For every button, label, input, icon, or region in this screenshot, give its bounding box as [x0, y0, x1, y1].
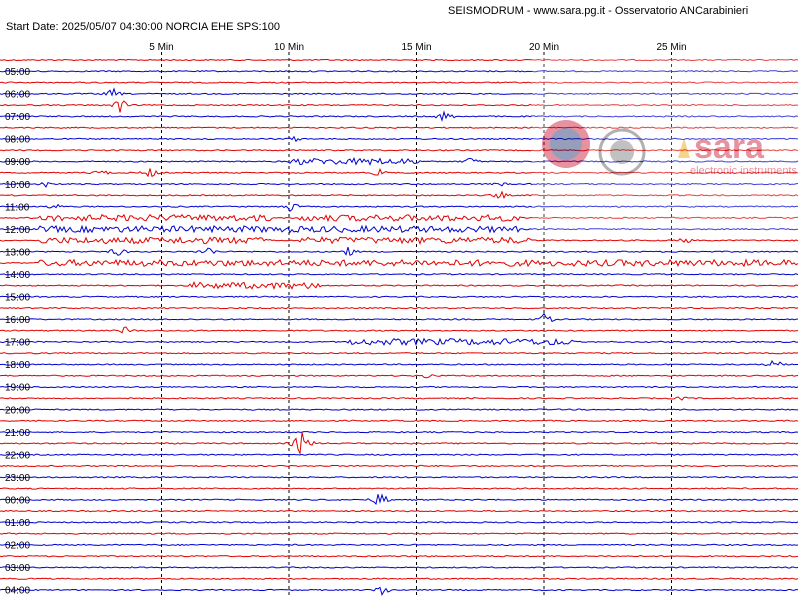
- observatory-seal-icon: [598, 128, 646, 176]
- trace-line: [0, 453, 799, 456]
- trace-line: [0, 337, 799, 347]
- hour-label: 08:00: [5, 135, 30, 146]
- trace-line: [0, 566, 799, 569]
- trace-line: [0, 246, 799, 256]
- trace-line: [0, 493, 799, 506]
- hour-label: 10:00: [5, 180, 30, 191]
- trace-line: [0, 87, 798, 97]
- trace-line: [0, 281, 799, 291]
- hour-label: 15:00: [5, 293, 30, 304]
- minute-tick-label: 5 Min: [149, 42, 173, 53]
- trace-line: [0, 190, 799, 200]
- minute-tick-label: 10 Min: [274, 42, 304, 53]
- hour-label: 01:00: [5, 518, 30, 529]
- trace-line: [0, 464, 799, 468]
- trace-line: [0, 374, 799, 379]
- seismic-traces: [0, 58, 799, 596]
- start-date-info: Start Date: 2025/05/07 04:30:00 NORCIA E…: [6, 21, 280, 33]
- carabinieri-emblem-icon: [542, 120, 590, 168]
- hour-label: 17:00: [5, 338, 30, 349]
- trace-line: [0, 419, 799, 423]
- trace-line: [0, 224, 799, 234]
- trace-line: [0, 396, 799, 401]
- hour-label: 07:00: [5, 112, 30, 123]
- sara-tagline: electronic instruments: [690, 165, 797, 177]
- hour-label: 02:00: [5, 541, 30, 552]
- minute-tick-label: 15 Min: [401, 42, 431, 53]
- hour-label: 09:00: [5, 157, 30, 168]
- trace-line: [0, 126, 799, 129]
- trace-line: [0, 100, 799, 113]
- trace-line: [0, 149, 799, 152]
- hour-label: 06:00: [5, 90, 30, 101]
- trace-line: [0, 203, 798, 212]
- trace-line: [0, 521, 799, 524]
- trace-line: [0, 312, 799, 323]
- hour-label: 03:00: [5, 563, 30, 574]
- hour-label: 23:00: [5, 473, 30, 484]
- trace-line: [0, 360, 798, 367]
- sara-brand: sara: [694, 128, 765, 166]
- hour-label: 22:00: [5, 450, 30, 461]
- trace-line: [0, 326, 799, 334]
- minute-tick-labels: 5 Min 10 Min 15 Min 20 Min 25 Min: [149, 42, 686, 53]
- hour-label: 21:00: [5, 428, 30, 439]
- trace-line: [0, 213, 798, 223]
- trace-line: [0, 586, 799, 596]
- hour-labels: 05:00 06:00 07:00 08:00 09:00 10:00 11:00 12:00…: [5, 67, 30, 597]
- trace-line: [0, 70, 799, 73]
- hour-label: 19:00: [5, 383, 30, 394]
- flame-icon: [678, 138, 690, 158]
- trace-line: [0, 157, 799, 166]
- hour-label: 12:00: [5, 225, 30, 236]
- trace-line: [0, 432, 799, 456]
- hour-label: 14:00: [5, 270, 30, 281]
- trace-line: [0, 295, 799, 298]
- trace-line: [0, 532, 799, 535]
- trace-line: [0, 306, 799, 310]
- trace-line: [0, 81, 799, 84]
- trace-line: [0, 555, 799, 558]
- trace-line: [0, 543, 799, 547]
- hour-label: 00:00: [5, 496, 30, 507]
- hour-label: 04:00: [5, 586, 30, 597]
- trace-line: [0, 236, 799, 246]
- sara-watermark: sara electronic instruments: [532, 55, 798, 235]
- trace-line: [0, 58, 799, 62]
- hour-label: 05:00: [5, 67, 30, 78]
- trace-line: [0, 167, 798, 178]
- trace-line: [0, 181, 799, 188]
- hour-label: 16:00: [5, 315, 30, 326]
- hour-label: 18:00: [5, 360, 30, 371]
- recording-title: SEISMODRUM - www.sara.pg.it - Osservator…: [448, 5, 749, 17]
- minute-tick-label: 20 Min: [529, 42, 559, 53]
- trace-line: [0, 487, 799, 490]
- trace-line: [0, 385, 799, 389]
- hour-label: 11:00: [5, 202, 30, 213]
- trace-line: [0, 273, 799, 276]
- trace-line: [0, 258, 799, 268]
- trace-line: [0, 110, 799, 123]
- minute-tick-label: 25 Min: [656, 42, 686, 53]
- hour-label: 13:00: [5, 247, 30, 258]
- trace-line: [0, 135, 799, 143]
- trace-line: [0, 577, 799, 580]
- trace-line: [0, 408, 799, 411]
- trace-line: [0, 476, 799, 479]
- trace-line: [0, 352, 799, 355]
- minute-gridlines: [161, 52, 672, 598]
- trace-line: [0, 430, 799, 434]
- hour-label: 20:00: [5, 405, 30, 416]
- trace-line: [0, 509, 799, 513]
